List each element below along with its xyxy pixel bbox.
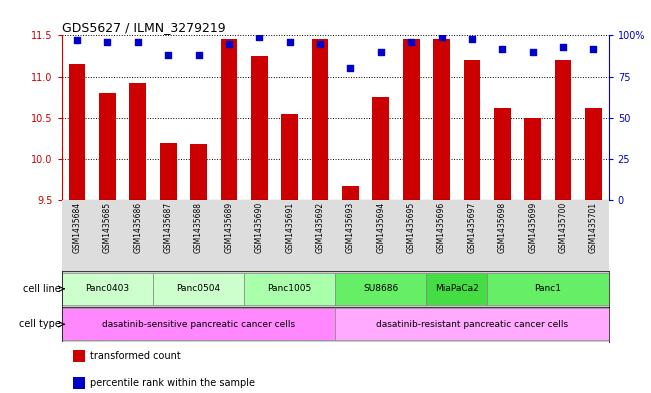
Text: GSM1435698: GSM1435698 bbox=[498, 202, 507, 253]
Bar bbox=[487, 273, 609, 305]
Text: GSM1435695: GSM1435695 bbox=[407, 202, 416, 253]
Bar bbox=[585, 108, 602, 200]
Text: Panc0504: Panc0504 bbox=[176, 285, 221, 293]
Text: GSM1435692: GSM1435692 bbox=[316, 202, 325, 253]
Bar bbox=[426, 273, 487, 305]
Point bbox=[527, 49, 538, 55]
Point bbox=[558, 44, 568, 50]
Text: Panc0403: Panc0403 bbox=[85, 285, 130, 293]
Bar bbox=[62, 273, 153, 305]
Bar bbox=[73, 350, 85, 362]
Bar bbox=[244, 273, 335, 305]
Bar bbox=[251, 56, 268, 200]
Point bbox=[436, 34, 447, 40]
Text: GSM1435699: GSM1435699 bbox=[528, 202, 537, 253]
Point bbox=[72, 37, 82, 44]
Point bbox=[284, 39, 295, 45]
Bar bbox=[342, 185, 359, 200]
Point bbox=[345, 65, 355, 72]
Text: dasatinib-sensitive pancreatic cancer cells: dasatinib-sensitive pancreatic cancer ce… bbox=[102, 320, 295, 329]
Text: GSM1435701: GSM1435701 bbox=[589, 202, 598, 253]
Bar bbox=[464, 60, 480, 200]
Point bbox=[163, 52, 173, 58]
Bar bbox=[153, 273, 244, 305]
Bar bbox=[190, 144, 207, 200]
Point bbox=[133, 39, 143, 45]
Point bbox=[224, 40, 234, 47]
Text: GSM1435684: GSM1435684 bbox=[72, 202, 81, 253]
Bar bbox=[403, 39, 419, 200]
Bar bbox=[130, 83, 146, 200]
Bar bbox=[525, 118, 541, 200]
Text: SU8686: SU8686 bbox=[363, 285, 398, 293]
Text: GSM1435690: GSM1435690 bbox=[255, 202, 264, 253]
Bar bbox=[281, 114, 298, 200]
Text: MiaPaCa2: MiaPaCa2 bbox=[435, 285, 478, 293]
Text: GSM1435685: GSM1435685 bbox=[103, 202, 112, 253]
Text: GSM1435687: GSM1435687 bbox=[163, 202, 173, 253]
Bar bbox=[69, 64, 85, 200]
Text: GDS5627 / ILMN_3279219: GDS5627 / ILMN_3279219 bbox=[62, 21, 225, 34]
Text: GSM1435689: GSM1435689 bbox=[225, 202, 234, 253]
Point bbox=[497, 46, 508, 52]
Point bbox=[193, 52, 204, 58]
Bar bbox=[372, 97, 389, 200]
Point bbox=[376, 49, 386, 55]
Bar bbox=[62, 308, 335, 340]
Text: GSM1435686: GSM1435686 bbox=[133, 202, 143, 253]
Bar bbox=[434, 39, 450, 200]
Text: GSM1435691: GSM1435691 bbox=[285, 202, 294, 253]
Text: GSM1435693: GSM1435693 bbox=[346, 202, 355, 253]
Text: GSM1435697: GSM1435697 bbox=[467, 202, 477, 253]
Point bbox=[315, 40, 326, 47]
Bar bbox=[312, 39, 329, 200]
Point bbox=[406, 39, 417, 45]
Text: GSM1435696: GSM1435696 bbox=[437, 202, 446, 253]
Point bbox=[467, 35, 477, 42]
Point bbox=[254, 34, 264, 40]
Bar bbox=[73, 376, 85, 389]
Text: cell line: cell line bbox=[23, 284, 61, 294]
Bar bbox=[99, 93, 116, 200]
Text: Panc1: Panc1 bbox=[534, 285, 561, 293]
Bar bbox=[335, 273, 426, 305]
Bar bbox=[494, 108, 510, 200]
Text: GSM1435688: GSM1435688 bbox=[194, 202, 203, 253]
Text: GSM1435694: GSM1435694 bbox=[376, 202, 385, 253]
Text: dasatinib-resistant pancreatic cancer cells: dasatinib-resistant pancreatic cancer ce… bbox=[376, 320, 568, 329]
Text: Panc1005: Panc1005 bbox=[268, 285, 312, 293]
Point bbox=[589, 46, 599, 52]
Text: GSM1435700: GSM1435700 bbox=[559, 202, 568, 253]
Text: percentile rank within the sample: percentile rank within the sample bbox=[90, 378, 255, 388]
Bar bbox=[555, 60, 572, 200]
Text: cell type: cell type bbox=[20, 319, 61, 329]
Bar bbox=[159, 143, 176, 200]
Point bbox=[102, 39, 113, 45]
Bar bbox=[221, 39, 237, 200]
Text: transformed count: transformed count bbox=[90, 351, 181, 361]
Bar bbox=[335, 308, 609, 340]
